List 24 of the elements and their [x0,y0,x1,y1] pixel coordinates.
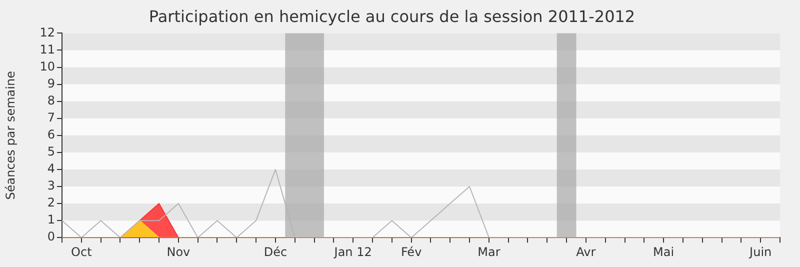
x-tick-label: Juin [748,244,772,259]
chart-title: Participation en hemicycle au cours de la session 2011-2012 [148,6,636,26]
y-tick-label: 10 [40,59,55,74]
x-tick-label: Déc [264,244,288,259]
x-tick-label: Avr [576,244,596,259]
y-tick-label: 4 [47,162,55,176]
y-tick-label: 8 [47,93,55,108]
x-tick-label: Nov [166,244,190,259]
x-tick-label: Fév [400,244,422,259]
y-tick-label: 0 [47,230,55,244]
x-tick-label: Mar [478,244,500,259]
y-tick-label: 9 [47,76,55,90]
y-tick-label: 5 [47,144,55,159]
x-tick-label: Jan 12 [333,244,372,259]
y-axis-title: Séances par semaine [3,71,18,200]
y-tick-label: 12 [40,25,55,40]
y-tick-label: 1 [47,212,55,227]
y-tick-label: 6 [47,128,55,142]
x-tick-label: Mai [653,244,674,259]
y-tick-label: 3 [47,178,55,193]
y-tick-label: 11 [40,42,55,56]
x-tick-label: Oct [71,244,92,259]
y-tick-label: 2 [47,196,55,210]
y-tick-label: 7 [47,110,55,124]
